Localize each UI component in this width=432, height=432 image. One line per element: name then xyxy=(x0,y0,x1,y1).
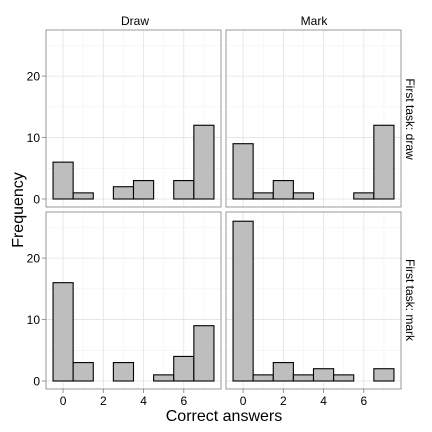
histogram-bar xyxy=(72,362,94,382)
x-tick-label: 6 xyxy=(180,394,187,408)
row-strips: First task: draw First task: mark xyxy=(403,78,417,342)
row-strip-first-task-draw: First task: draw xyxy=(403,78,417,160)
histogram-bar xyxy=(112,362,135,382)
x-tick-label: 6 xyxy=(360,394,367,408)
histogram-bar xyxy=(232,220,254,382)
panel-first-mark-draw xyxy=(45,211,222,390)
histogram-bar xyxy=(52,161,74,200)
histogram-bar xyxy=(52,282,74,382)
histogram-bar xyxy=(173,355,195,382)
y-tick-labels: 0 10 20 0 10 20 xyxy=(27,70,46,389)
histogram-bar xyxy=(232,143,254,200)
panel-border xyxy=(45,211,222,390)
x-tick-label: 0 xyxy=(240,394,247,408)
x-tick-label: 4 xyxy=(320,394,327,408)
x-tick-label: 2 xyxy=(100,394,107,408)
histogram-bar xyxy=(353,192,375,200)
panel-background xyxy=(226,212,401,389)
histogram-bar xyxy=(373,368,395,382)
row-strip-first-task-mark: First task: mark xyxy=(403,259,417,342)
panel-first-draw-draw xyxy=(45,29,222,208)
histogram-bar xyxy=(373,124,395,200)
histogram-bar xyxy=(193,124,215,200)
histogram-bar xyxy=(132,180,155,200)
panel-first-draw-mark xyxy=(225,29,402,208)
histogram-bar xyxy=(193,325,215,382)
x-tick-label: 4 xyxy=(140,394,147,408)
histogram-bar xyxy=(272,362,294,382)
x-tick-label: 2 xyxy=(280,394,287,408)
histogram-bar xyxy=(312,368,335,382)
panel-border xyxy=(225,211,402,390)
panel-background xyxy=(46,30,221,207)
column-strips: Draw Mark xyxy=(121,14,328,28)
panel-background xyxy=(226,30,401,207)
y-axis-label: Frequency xyxy=(10,172,27,248)
panel-first-mark-mark xyxy=(225,211,402,390)
y-tick-label: 20 xyxy=(27,252,41,266)
histogram-bar xyxy=(173,180,195,200)
histogram-bar xyxy=(292,374,315,382)
x-tick-label: 0 xyxy=(60,394,67,408)
y-tick-label: 20 xyxy=(27,70,41,84)
histogram-bar xyxy=(153,374,175,382)
panel-border xyxy=(45,29,222,208)
col-strip-mark: Mark xyxy=(301,14,329,28)
x-axis-label: Correct answers xyxy=(166,408,282,425)
col-strip-draw: Draw xyxy=(121,14,149,28)
y-tick-label: 0 xyxy=(33,375,40,389)
x-tick-labels: 0 2 4 6 0 2 4 6 xyxy=(60,389,367,408)
y-tick-label: 0 xyxy=(33,193,40,207)
histogram-bar xyxy=(272,180,294,200)
y-tick-label: 10 xyxy=(27,313,41,327)
histogram-bar xyxy=(72,192,94,200)
histogram-bar xyxy=(333,374,355,382)
histogram-bar xyxy=(252,192,274,200)
y-tick-label: 10 xyxy=(27,131,41,145)
histogram-bar xyxy=(112,186,135,200)
panel-border xyxy=(225,29,402,208)
panels xyxy=(45,29,402,390)
histogram-bar xyxy=(252,374,274,382)
histogram-bar xyxy=(292,192,315,200)
